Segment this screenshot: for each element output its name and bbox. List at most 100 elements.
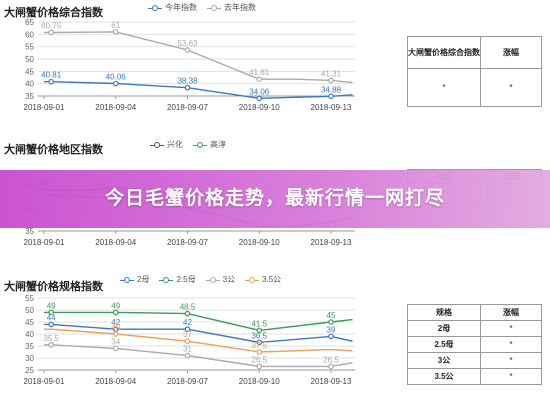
- x-tick-label: 2018-09-07: [167, 238, 208, 247]
- composite-index-chart: 35 40 45 50 55 60 65 2018-09-01 2018-09-04 2018-0…: [24, 18, 355, 112]
- data-point: [256, 95, 263, 102]
- y-tick-label: 35: [25, 342, 34, 351]
- y-tick-label: 65: [25, 18, 34, 27]
- x-tick-label: 2018-09-04: [95, 103, 136, 112]
- y-tick-label: 50: [25, 306, 34, 315]
- data-label: 26.5: [251, 355, 267, 364]
- data-label: 61: [111, 21, 120, 30]
- data-label: 49: [47, 301, 56, 310]
- y-tick-label: 40: [25, 80, 34, 89]
- banner-headline: 今日毛蟹价格走势，最新行情一网打尽: [104, 188, 445, 209]
- data-label: 45: [327, 311, 336, 320]
- x-tick-label: 2018-09-10: [239, 238, 280, 247]
- table-header: 规格: [407, 304, 481, 321]
- legend-item[interactable]: 3.5公: [245, 274, 281, 285]
- legend-item[interactable]: 3公: [205, 274, 236, 285]
- data-label: 41.31: [321, 69, 342, 78]
- data-point: [48, 321, 54, 328]
- x-tick-label: 2018-09-07: [167, 103, 208, 112]
- promo-banner: [0, 170, 550, 228]
- series-marker-icon: [159, 276, 174, 284]
- data-point: [112, 309, 119, 316]
- legend-item[interactable]: 今年指数: [148, 2, 197, 13]
- size-index-chart: 25 30 35 40 45 50 55 2018-09-01 2018-09-04 2018-0…: [24, 294, 355, 386]
- chart-legend: 今年指数 去年指数: [148, 2, 256, 13]
- data-point: [184, 47, 191, 53]
- section-composite-index: 大闸蟹价格综合指数 今年指数 去年指数 35 40 45 50 55 60 65 2018-0…: [0, 0, 550, 130]
- table-cell: *: [480, 352, 542, 369]
- table-cell: *: [480, 68, 542, 107]
- table-header: 大闸蟹价格综合指数: [407, 36, 481, 69]
- data-label: 34: [111, 337, 120, 346]
- y-tick-label: 55: [25, 43, 34, 52]
- data-point: [328, 77, 334, 84]
- table-cell: *: [480, 368, 542, 385]
- table-cell: *: [407, 68, 481, 107]
- data-label: 31: [183, 345, 192, 354]
- data-point: [328, 93, 334, 100]
- table-cell: *: [480, 336, 542, 353]
- chart-legend: 2母 2.5母 3公 3.5公: [120, 274, 281, 285]
- x-tick-label: 2018-09-04: [95, 377, 136, 386]
- data-label: 39: [327, 325, 336, 334]
- y-tick-label: 35: [25, 227, 34, 236]
- data-point: [328, 319, 334, 325]
- data-point: [48, 78, 54, 85]
- data-label: 36.5: [251, 331, 267, 340]
- data-point: [328, 333, 334, 340]
- y-tick-label: 60: [25, 30, 34, 39]
- legend-item[interactable]: 2母: [120, 274, 149, 285]
- data-point: [112, 80, 119, 87]
- y-tick-label: 25: [25, 366, 34, 375]
- data-point: [184, 84, 191, 91]
- legend-label: 3.5公: [262, 275, 282, 284]
- series-line: [44, 31, 353, 84]
- legend-label: 3公: [222, 275, 236, 284]
- legend-item[interactable]: 去年指数: [207, 2, 256, 13]
- chart-legend: 兴化 高淳: [150, 139, 226, 150]
- legend-item[interactable]: 兴化: [150, 139, 183, 150]
- table-header: 涨幅: [480, 36, 542, 69]
- legend-item[interactable]: 2.5母: [159, 274, 196, 285]
- y-tick-label: 40: [25, 330, 34, 339]
- series-marker-icon: [150, 141, 164, 149]
- data-point: [184, 352, 191, 359]
- series-marker-icon: [205, 276, 220, 284]
- data-label: 37: [183, 330, 192, 339]
- x-tick-label: 2018-09-13: [311, 103, 352, 112]
- data-label: 41.5: [251, 319, 267, 328]
- size-index-table: 规格 涨幅 2母 * 2.5母 * 3公 * 3.5公 *: [407, 304, 542, 385]
- data-label: 42: [111, 318, 120, 327]
- y-tick-label: 45: [25, 318, 34, 327]
- table-cell: *: [480, 320, 542, 337]
- data-point: [256, 76, 263, 83]
- data-point: [48, 309, 54, 316]
- data-point: [256, 339, 263, 346]
- legend-label: 今年指数: [165, 3, 197, 12]
- data-label: 40.81: [41, 71, 62, 80]
- series-marker-icon: [193, 141, 207, 149]
- x-tick-label: 2018-09-04: [95, 238, 136, 247]
- series-marker-icon: [245, 276, 260, 284]
- y-tick-label: 45: [25, 67, 34, 76]
- series-marker-icon: [207, 4, 221, 12]
- y-tick-label: 30: [25, 354, 34, 363]
- series-marker-icon: [148, 4, 162, 12]
- data-label: 37.5: [251, 341, 267, 350]
- data-label: 41.81: [249, 68, 270, 77]
- legend-label: 2母: [137, 275, 150, 284]
- legend-item[interactable]: 高淳: [193, 139, 226, 150]
- series-line: [44, 344, 353, 368]
- x-tick-label: 2018-09-07: [167, 377, 208, 386]
- y-tick-label: 55: [25, 294, 34, 303]
- legend-label: 2.5母: [176, 275, 196, 284]
- chart-title: 大闸蟹价格综合指数: [4, 7, 103, 19]
- table-cell: 2母: [407, 320, 481, 337]
- data-label: 49: [111, 301, 120, 310]
- data-label: 44: [47, 313, 56, 322]
- series-line: [44, 328, 353, 353]
- x-tick-label: 2018-09-01: [24, 377, 65, 386]
- y-tick-label: 35: [25, 92, 34, 101]
- x-tick-label: 2018-09-01: [24, 238, 65, 247]
- legend-label: 高淳: [210, 140, 226, 149]
